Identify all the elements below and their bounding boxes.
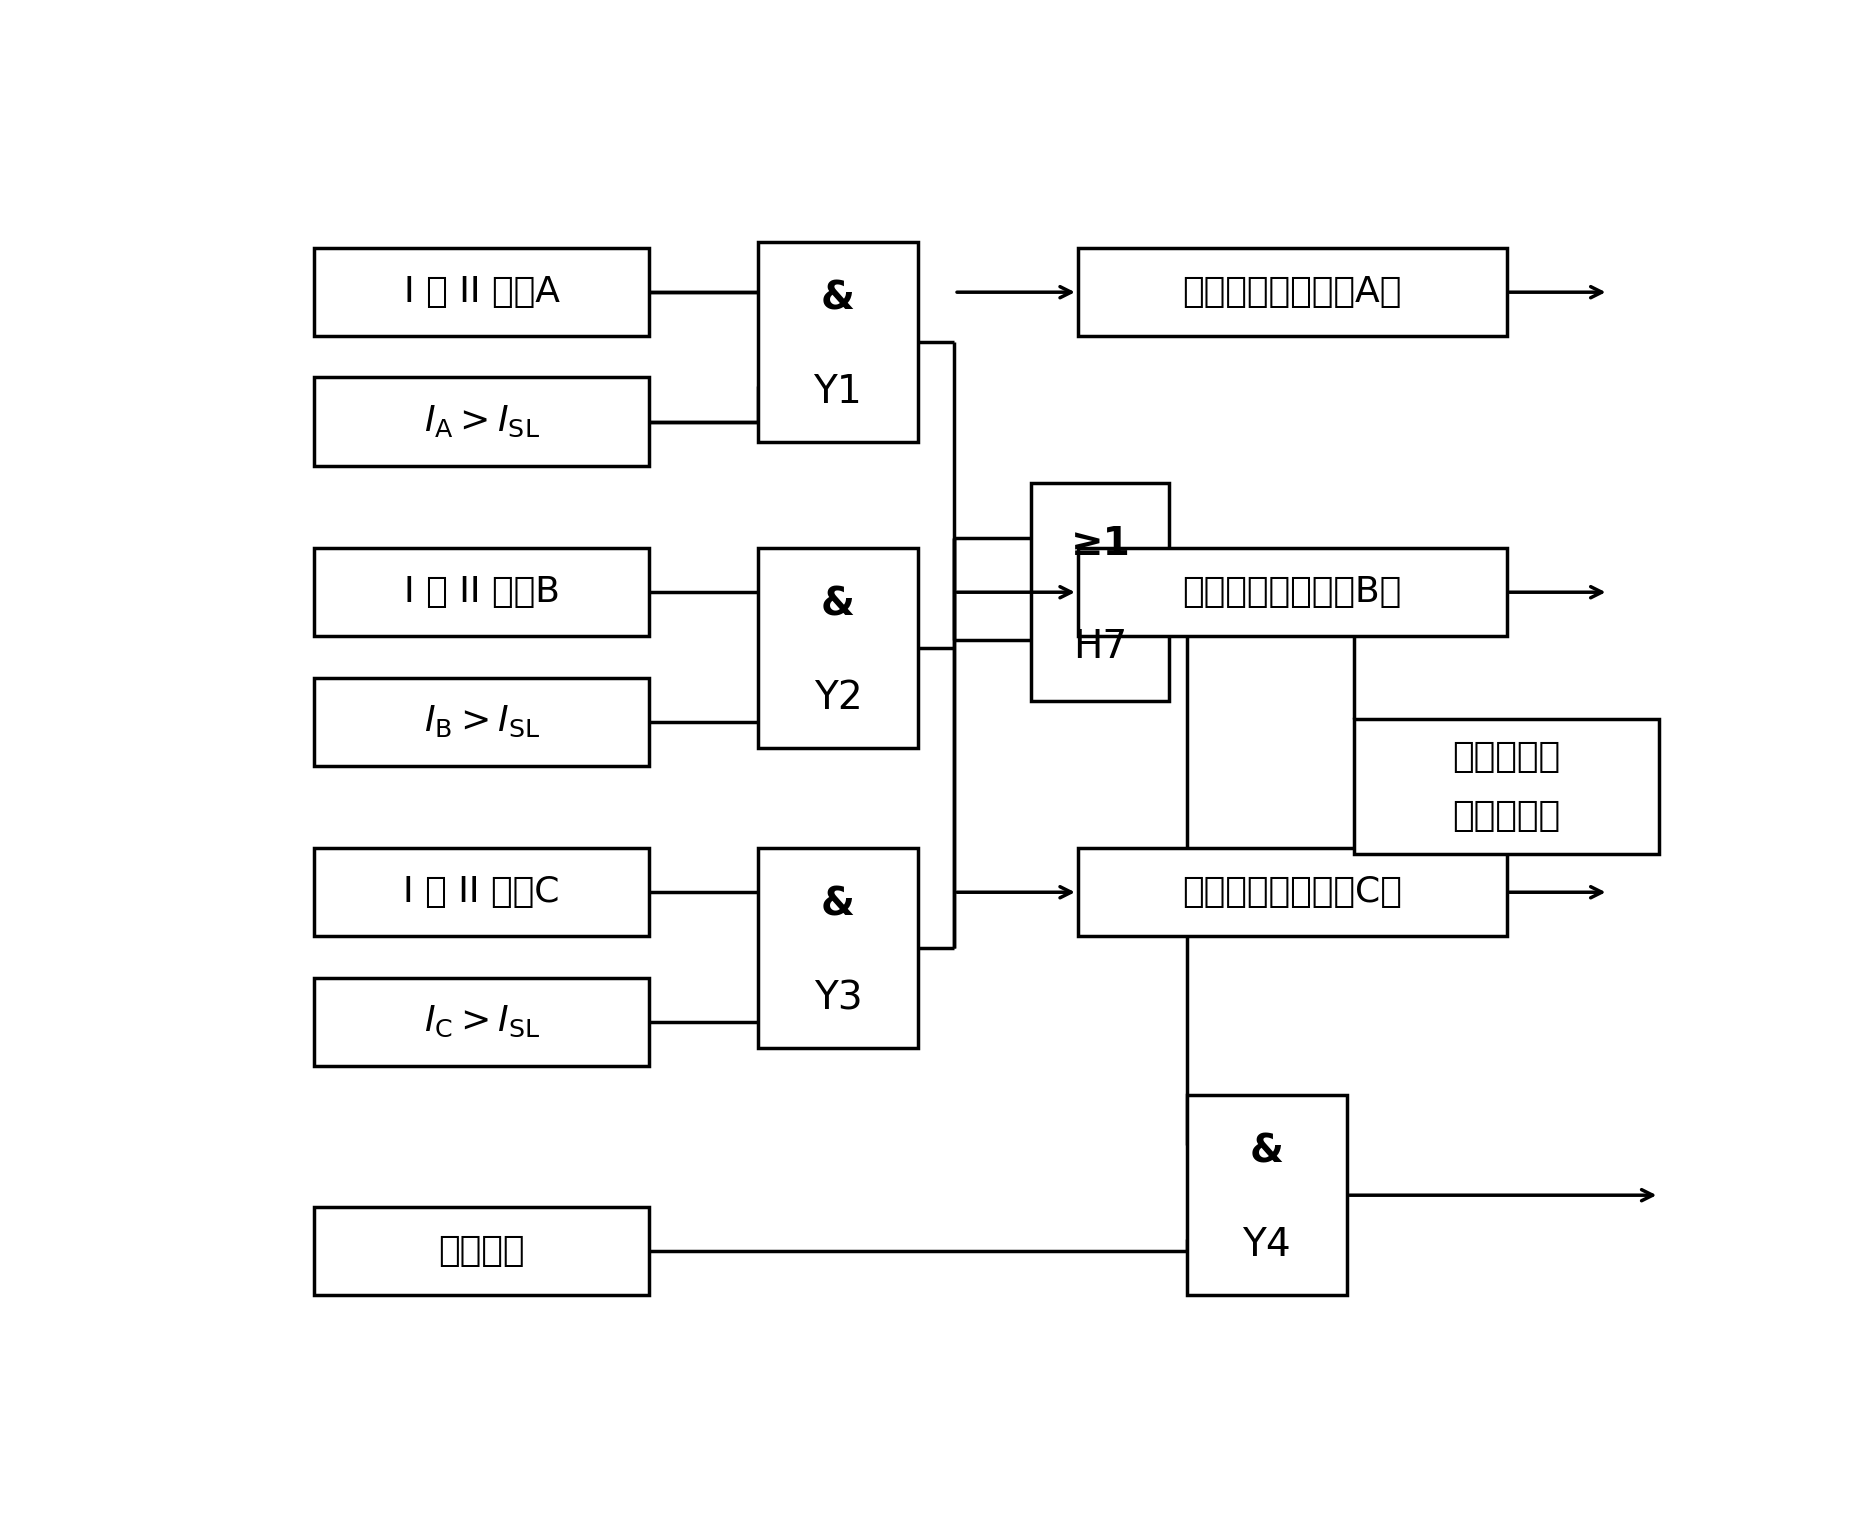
Text: 失灵瞬跳本断路器B相: 失灵瞬跳本断路器B相 xyxy=(1182,575,1401,610)
FancyBboxPatch shape xyxy=(315,549,649,636)
Text: $I_{\mathrm{A}}>I_{\mathrm{SL}}$: $I_{\mathrm{A}}>I_{\mathrm{SL}}$ xyxy=(424,403,540,439)
Text: 沟通三跳: 沟通三跳 xyxy=(439,1235,525,1268)
Text: H7: H7 xyxy=(1073,628,1127,666)
FancyBboxPatch shape xyxy=(315,848,649,937)
Text: &: & xyxy=(822,885,855,923)
FancyBboxPatch shape xyxy=(315,248,649,336)
FancyBboxPatch shape xyxy=(1077,549,1506,636)
Text: Y3: Y3 xyxy=(814,979,863,1018)
Text: I 或 II 线跳C: I 或 II 线跳C xyxy=(403,876,559,909)
Text: &: & xyxy=(1249,1132,1283,1170)
Text: I 或 II 线跳B: I 或 II 线跳B xyxy=(403,575,559,610)
Text: 断路器三相: 断路器三相 xyxy=(1452,799,1561,833)
FancyBboxPatch shape xyxy=(758,549,917,749)
Text: Y2: Y2 xyxy=(814,678,863,717)
FancyBboxPatch shape xyxy=(1077,248,1506,336)
Text: $I_{\mathrm{C}}>I_{\mathrm{SL}}$: $I_{\mathrm{C}}>I_{\mathrm{SL}}$ xyxy=(424,1004,540,1039)
FancyBboxPatch shape xyxy=(315,377,649,466)
Text: &: & xyxy=(822,280,855,318)
FancyBboxPatch shape xyxy=(315,677,649,766)
FancyBboxPatch shape xyxy=(1188,1096,1347,1296)
FancyBboxPatch shape xyxy=(758,848,917,1048)
Text: $I_{\mathrm{B}}>I_{\mathrm{SL}}$: $I_{\mathrm{B}}>I_{\mathrm{SL}}$ xyxy=(424,704,540,740)
Text: Y4: Y4 xyxy=(1242,1225,1291,1264)
Text: Y1: Y1 xyxy=(814,373,863,411)
Text: 失灵瞬跳本断路器A相: 失灵瞬跳本断路器A相 xyxy=(1182,275,1401,309)
FancyBboxPatch shape xyxy=(315,978,649,1067)
FancyBboxPatch shape xyxy=(1077,848,1506,937)
FancyBboxPatch shape xyxy=(1032,483,1169,701)
Text: ≥1: ≥1 xyxy=(1071,526,1129,564)
Text: &: & xyxy=(822,585,855,623)
Text: I 或 II 线跳A: I 或 II 线跳A xyxy=(403,275,559,309)
FancyBboxPatch shape xyxy=(1354,718,1658,854)
FancyBboxPatch shape xyxy=(758,241,917,442)
Text: 失灵瞬跳本: 失灵瞬跳本 xyxy=(1452,740,1561,773)
Text: 失灵瞬跳本断路器C相: 失灵瞬跳本断路器C相 xyxy=(1182,876,1401,909)
FancyBboxPatch shape xyxy=(315,1207,649,1296)
